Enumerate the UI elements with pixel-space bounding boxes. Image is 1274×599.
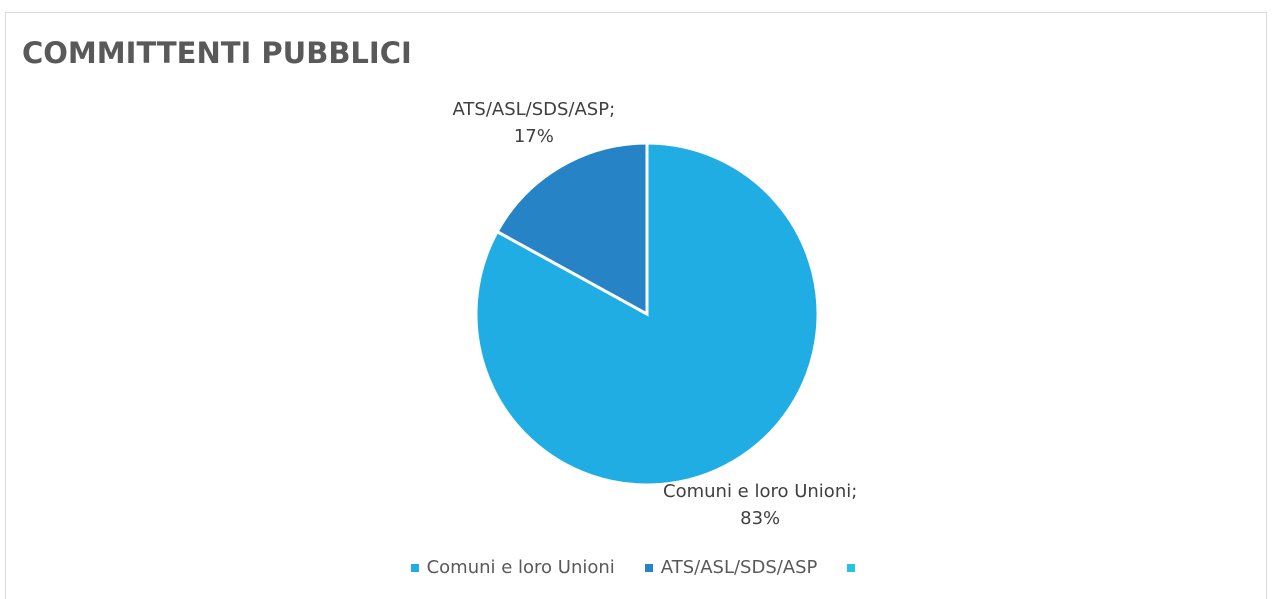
legend-item: Comuni e loro Unioni [410,557,615,578]
data-label: ATS/ASL/SDS/ASP; 17% [452,98,616,147]
legend-swatch [644,563,653,572]
pie-slice [495,141,649,317]
legend: Comuni e loro Unioni ATS/ASL/SDS/ASP [0,557,1274,578]
legend-item [847,557,863,578]
chart-title: COMMITTENTI PUBBLICI [22,36,412,70]
data-label: Comuni e loro Unioni; 83% [663,481,858,530]
legend-label: Comuni e loro Unioni [426,557,615,578]
legend-swatch [410,563,419,572]
pie-slice [474,141,820,487]
legend-swatch [847,563,856,572]
legend-item: ATS/ASL/SDS/ASP [644,557,818,578]
chart-frame [5,12,1267,599]
legend-label: ATS/ASL/SDS/ASP [660,557,818,578]
